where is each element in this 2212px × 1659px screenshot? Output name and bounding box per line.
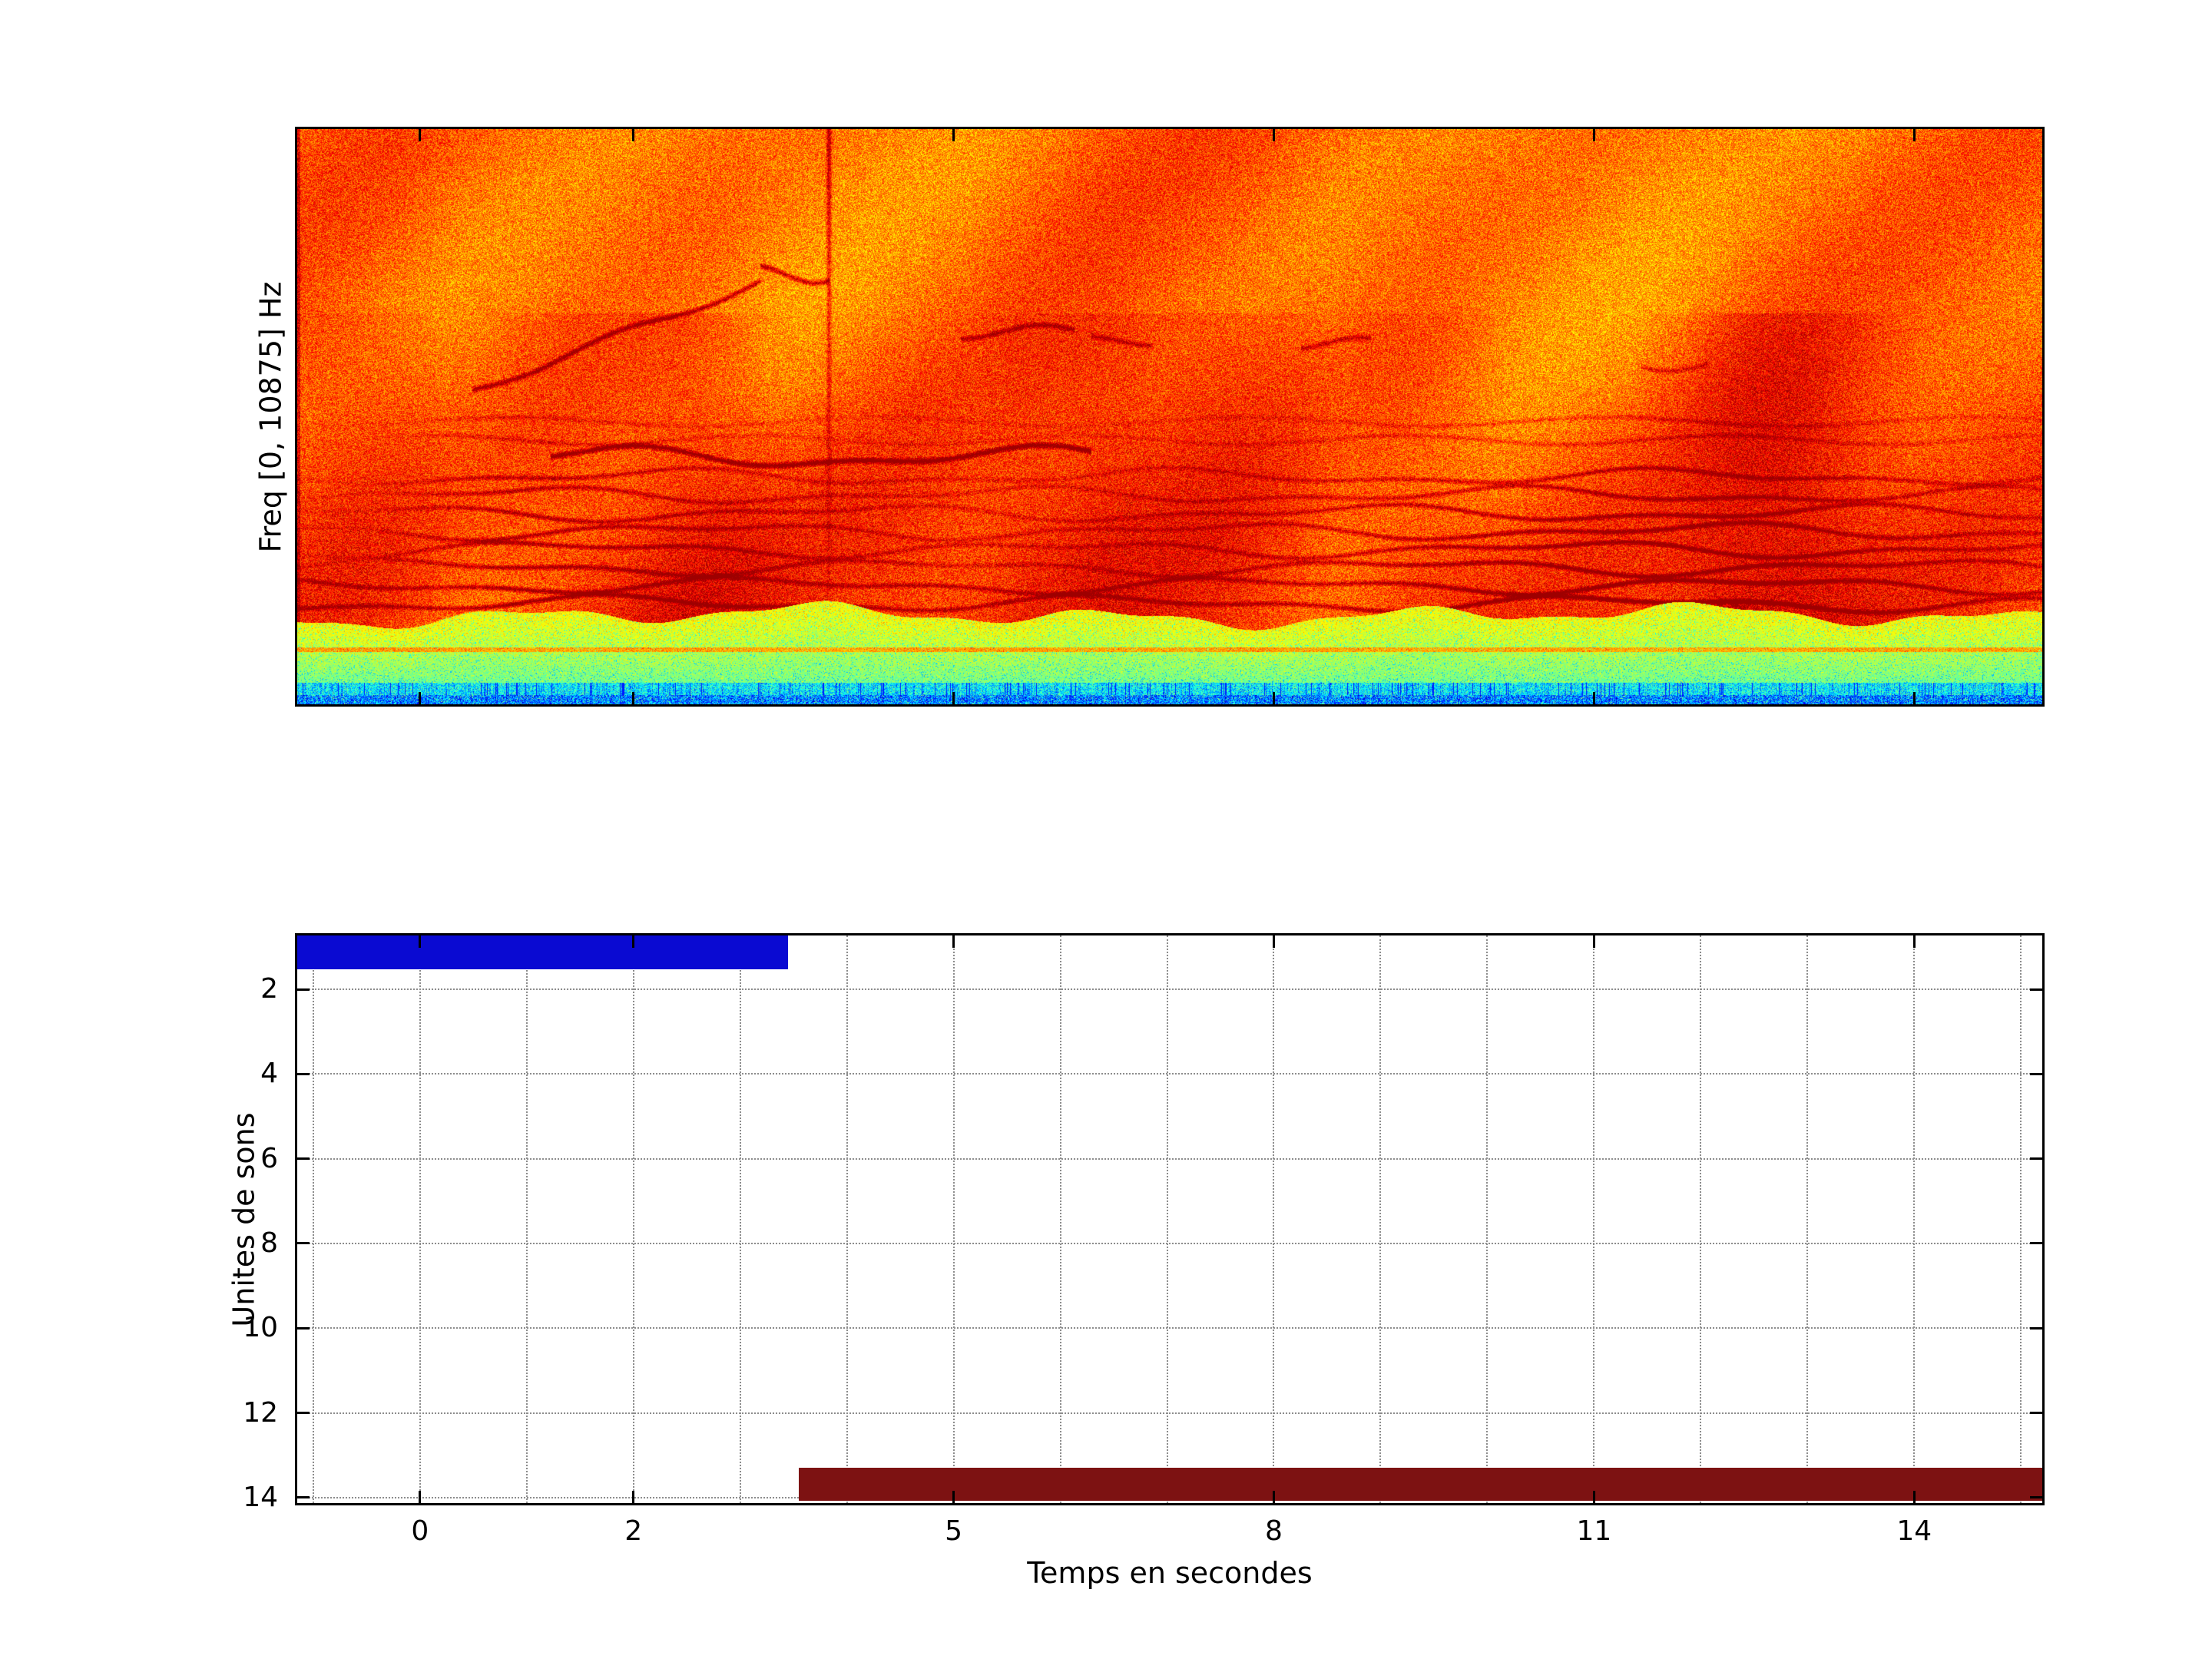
spectrogram-xtick-mark: [1272, 129, 1275, 141]
bar-xtick-mark: [1272, 1491, 1275, 1503]
bar-xtick-label: 8: [1265, 1515, 1283, 1547]
spectrogram-ylabel-text: Freq [0, 10875] Hz: [253, 281, 287, 552]
bar-ytick-mark: [297, 1072, 310, 1075]
bar-xtick-mark: [1592, 935, 1595, 948]
gridline-vertical: [739, 935, 741, 1503]
bar-plot-xlabel: Temps en secondes: [1027, 1556, 1313, 1590]
spectrogram-xtick-mark: [1272, 692, 1275, 704]
gridline-vertical: [1593, 935, 1595, 1503]
bar-xtick-label: 0: [411, 1515, 429, 1547]
spectrogram-xtick-mark: [419, 129, 422, 141]
spectrogram-xtick-mark: [952, 129, 955, 141]
gridline-vertical: [1379, 935, 1382, 1503]
bar-ytick-mark: [297, 988, 310, 991]
gridline-vertical: [1273, 935, 1275, 1503]
gridline-vertical: [952, 935, 955, 1503]
gridline-vertical: [1913, 935, 1916, 1503]
gridline-vertical: [1806, 935, 1809, 1503]
bar-ytick-mark: [2030, 1242, 2042, 1245]
gridline-vertical: [1059, 935, 1061, 1503]
gridline-vertical: [1166, 935, 1168, 1503]
bar-ytick-label: 6: [260, 1142, 278, 1174]
bar-ytick-label: 14: [243, 1481, 278, 1513]
bar-xtick-labels: 0 2 5 8 11 14: [297, 1515, 2042, 1550]
spectrogram-xtick-mark: [1592, 692, 1595, 704]
bar-ytick-mark: [2030, 1157, 2042, 1161]
bar-ytick-mark: [297, 1412, 310, 1415]
gridline-vertical: [419, 935, 421, 1503]
spectrogram-canvas: [297, 129, 2042, 704]
bar-plot-axes: [295, 933, 2045, 1505]
spectrogram-xtick-mark: [419, 692, 422, 704]
bar-ytick-mark: [297, 1157, 310, 1161]
bar-xtick-label: 2: [624, 1515, 643, 1547]
bar-ytick-label: 2: [260, 973, 278, 1005]
bar-xtick-label: 5: [945, 1515, 963, 1547]
bar-xtick-mark: [419, 1491, 422, 1503]
gridline-horizontal: [297, 1157, 2042, 1160]
bar-ytick-mark: [2030, 1072, 2042, 1075]
spectrogram-xtick-mark: [952, 692, 955, 704]
bar-xtick-mark: [1912, 1491, 1916, 1503]
gridline-vertical: [1700, 935, 1702, 1503]
gridline-horizontal: [297, 1412, 2042, 1414]
bar-xtick-mark: [419, 935, 422, 948]
bar-xtick-label: 14: [1896, 1515, 1932, 1547]
gridline-horizontal: [297, 1242, 2042, 1244]
bar-xtick-label: 11: [1576, 1515, 1612, 1547]
gridline-horizontal: [297, 988, 2042, 991]
spectrogram-xtick-mark: [1592, 129, 1595, 141]
bar-ytick-mark: [2030, 1412, 2042, 1415]
bar-ytick-label: 10: [243, 1312, 278, 1344]
gridline-vertical: [1486, 935, 1488, 1503]
gridline-vertical: [2020, 935, 2022, 1503]
bar-ytick-mark: [297, 1242, 310, 1245]
gridline-vertical: [632, 935, 634, 1503]
spectrogram-tick-layer: [297, 129, 2042, 704]
spectrogram-xtick-mark: [1912, 129, 1916, 141]
bar-segment-sound-unit-14: [799, 1468, 2042, 1502]
bar-xtick-mark: [632, 935, 635, 948]
bar-ytick-mark: [2030, 988, 2042, 991]
bar-xtick-mark: [1592, 1491, 1595, 1503]
spectrogram-xtick-mark: [632, 692, 635, 704]
bar-xtick-mark: [952, 935, 955, 948]
gridline-vertical: [525, 935, 528, 1503]
bar-ytick-label: 8: [260, 1227, 278, 1259]
gridline-vertical: [312, 935, 314, 1503]
bar-ytick-labels: 2 4 6 8 10 12 14: [154, 935, 286, 1513]
bar-ytick-mark: [297, 1496, 310, 1499]
bar-ytick-mark: [2030, 1496, 2042, 1499]
spectrogram-axes: [295, 127, 2045, 707]
spectrogram-xtick-mark: [632, 129, 635, 141]
spectrogram-ylabel: Freq [0, 10875] Hz: [247, 127, 293, 707]
bar-ytick-mark: [297, 1326, 310, 1330]
spectrogram-xtick-mark: [1912, 692, 1916, 704]
bar-xtick-mark: [1272, 935, 1275, 948]
gridline-horizontal: [297, 1327, 2042, 1330]
bar-xtick-mark: [1912, 935, 1916, 948]
gridline-horizontal: [297, 1073, 2042, 1075]
bar-segment-sound-unit-1: [297, 935, 789, 969]
bar-ytick-label: 12: [243, 1396, 278, 1429]
bar-xtick-mark: [632, 1491, 635, 1503]
bar-plot-area: [297, 935, 2042, 1503]
bar-ytick-mark: [2030, 1326, 2042, 1330]
bar-xtick-mark: [952, 1491, 955, 1503]
bar-ytick-label: 4: [260, 1058, 278, 1090]
gridline-vertical: [846, 935, 848, 1503]
